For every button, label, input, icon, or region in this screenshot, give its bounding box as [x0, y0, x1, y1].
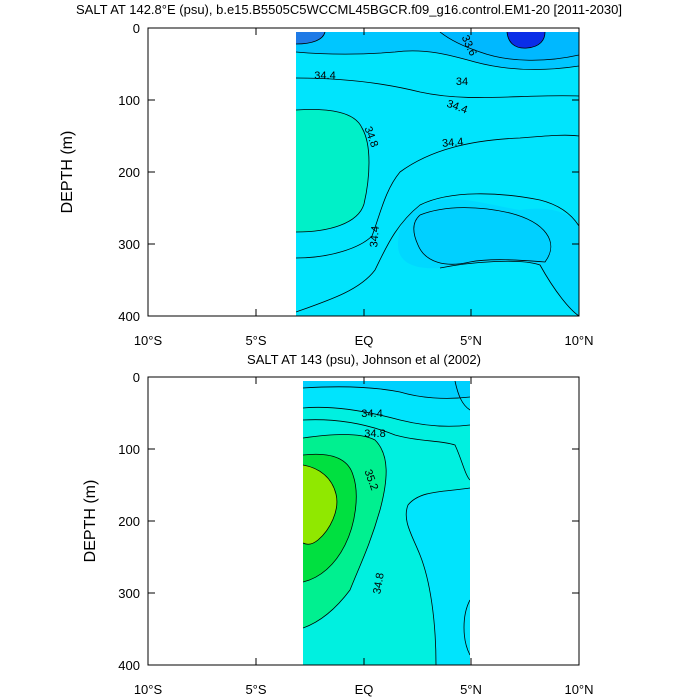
y-tick-label: 0 [133, 21, 140, 36]
bottom-y-axis-label: DEPTH (m) [82, 480, 99, 563]
bottom-contour-label: 34.8 [371, 572, 387, 595]
top-y-axis-label: DEPTH (m) [59, 131, 76, 214]
salinity-band-34.0-deep [413, 207, 551, 265]
bottom-tick-marks [147, 376, 580, 666]
salinity-band-min [507, 32, 545, 49]
top-contour-lines [296, 32, 579, 316]
bottom-title: SALT AT 143 (psu), Johnson et al (2002) [247, 352, 481, 367]
x-tick-label: EQ [355, 682, 374, 697]
contour-line [413, 207, 552, 265]
bottom-x-tick-labels: 10°S 5°S EQ 5°N 10°N [134, 682, 594, 697]
salinity-band-min-left [296, 32, 325, 44]
bottom-contour-fill [303, 381, 470, 665]
x-tick-label: 10°N [564, 682, 593, 697]
contour-line [296, 134, 579, 259]
bottom-y-tick-labels: 0 100 200 300 400 [118, 370, 140, 673]
salinity-band-max [303, 465, 337, 545]
contour-line [405, 487, 470, 665]
salinity-band-34.8 [296, 109, 369, 232]
contour-line [296, 77, 579, 98]
contour-line [296, 32, 326, 45]
x-tick-label: 5°S [245, 682, 266, 697]
contour-line [296, 193, 579, 313]
y-tick-label: 200 [118, 165, 140, 180]
y-tick-label: 400 [118, 309, 140, 324]
y-tick-label: 0 [133, 370, 140, 385]
top-title: SALT AT 142.8°E (psu), b.e15.B5505C5WCCM… [76, 2, 622, 17]
contour-line [454, 381, 470, 411]
x-tick-label: EQ [355, 333, 374, 348]
contour-line [506, 32, 546, 49]
y-tick-label: 200 [118, 514, 140, 529]
y-tick-label: 300 [118, 237, 140, 252]
top-contour-label: 34.4 [442, 136, 464, 150]
contour-line [303, 434, 387, 629]
y-tick-label: 100 [118, 442, 140, 457]
contour-line [296, 50, 579, 70]
x-tick-label: 5°N [460, 682, 482, 697]
contour-line [463, 599, 470, 656]
top-x-tick-labels: 10°S 5°S EQ 5°N 10°N [134, 333, 594, 348]
top-y-tick-labels: 0 100 200 300 400 [118, 21, 140, 324]
contour-line [303, 386, 470, 399]
x-tick-label: 10°N [564, 333, 593, 348]
x-tick-label: 10°S [134, 333, 163, 348]
top-contour-fill [296, 32, 579, 316]
x-tick-label: 5°N [460, 333, 482, 348]
top-contour-label: 34.4 [368, 226, 382, 248]
bottom-contour-labels: 34.4 34.8 35.2 34.8 [361, 408, 387, 595]
contour-line [296, 109, 370, 233]
contour-line [439, 260, 579, 316]
x-tick-label: 10°S [134, 682, 163, 697]
top-contour-labels: 33.6 34.4 34 34.4 34.8 34.4 34.4 [314, 33, 478, 247]
y-tick-label: 100 [118, 93, 140, 108]
contour-line [303, 419, 470, 481]
y-tick-label: 400 [118, 658, 140, 673]
top-panel: SALT AT 142.8°E (psu), b.e15.B5505C5WCCM… [59, 2, 622, 348]
contour-line [439, 32, 579, 61]
bottom-contour-label: 34.8 [364, 428, 385, 440]
salinity-band-lower-shallow [440, 32, 579, 61]
top-tick-marks [147, 27, 580, 317]
x-tick-label: 5°S [245, 333, 266, 348]
top-contour-label: 34.4 [314, 70, 335, 82]
salinity-band-34.4 [303, 381, 470, 665]
contour-line [303, 464, 338, 545]
bottom-contour-lines [303, 381, 470, 665]
bottom-panel: SALT AT 143 (psu), Johnson et al (2002) … [82, 352, 594, 697]
contour-line [303, 406, 470, 427]
y-tick-label: 300 [118, 586, 140, 601]
contour-line [303, 453, 357, 583]
top-contour-label: 34 [456, 76, 468, 88]
bottom-contour-label: 34.4 [361, 408, 382, 420]
